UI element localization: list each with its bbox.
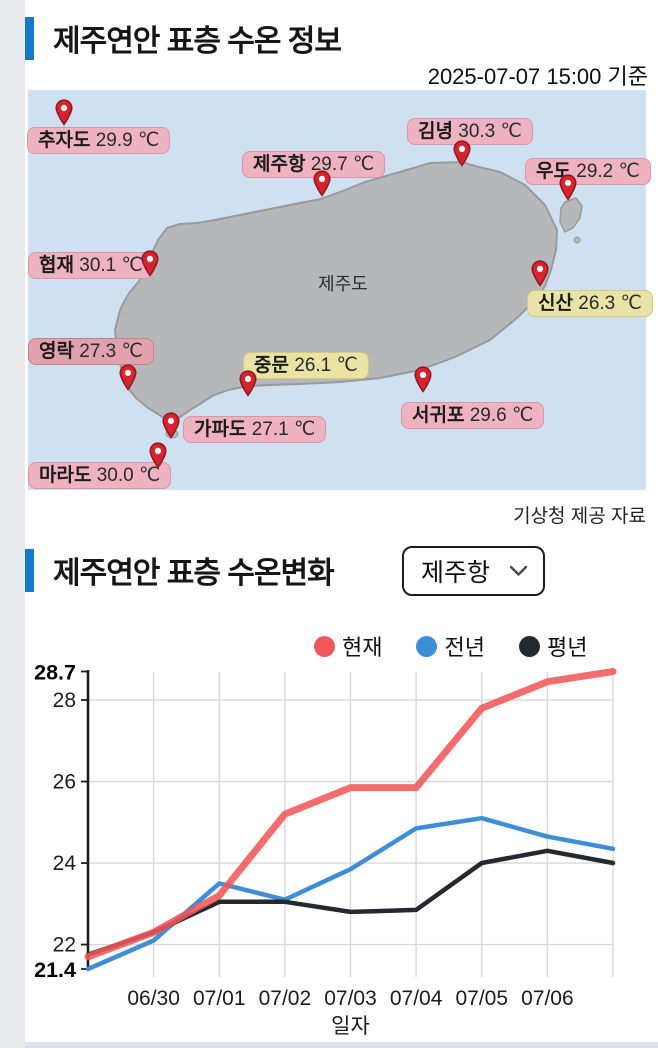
station-select-value: 제주항 bbox=[421, 559, 491, 587]
axis-label: 26 bbox=[53, 771, 76, 794]
section1-title: 제주연안 표층 수온 정보 bbox=[53, 25, 342, 58]
axis-label: 22 bbox=[53, 934, 76, 957]
jeju-map: 제주도 추자도 29.9 ℃ 김녕 30.3 ℃ 제주항 29.7 ℃ 우도 29.2… bbox=[27, 90, 653, 490]
map-pin-icon bbox=[149, 442, 167, 469]
axis-label: 06/30 bbox=[127, 987, 180, 1010]
legend-dot-icon bbox=[314, 635, 335, 657]
axis-label: 07/04 bbox=[390, 987, 443, 1010]
station-label: 서귀포 29.6 ℃ bbox=[401, 402, 545, 429]
legend-item: 현재 bbox=[314, 630, 382, 662]
station-label: 가파도 27.1 ℃ bbox=[183, 416, 327, 443]
left-gutter bbox=[0, 0, 25, 1048]
chevron-down-icon bbox=[509, 565, 528, 576]
bottom-strip bbox=[25, 1042, 658, 1048]
legend-label: 평년 bbox=[546, 635, 588, 660]
axis-label: 21.4 bbox=[34, 958, 76, 982]
axis-label: 24 bbox=[53, 852, 77, 875]
islet bbox=[573, 236, 581, 244]
axis-label: 28 bbox=[53, 689, 76, 712]
axis-label: 28.7 bbox=[34, 661, 76, 685]
map-pin-icon bbox=[313, 170, 331, 197]
station-label: 신산 26.3 ℃ bbox=[527, 290, 653, 317]
temperature-chart: 22 24 26 28 28.7 21.4 06/30 07/01 07/02 07/03 07/0… bbox=[34, 661, 617, 1038]
section1-accent-bar bbox=[25, 17, 34, 60]
axis-label: 일자 bbox=[331, 1015, 370, 1038]
map-pin-icon bbox=[162, 412, 180, 439]
chart-legend: 현재 전년 평년 bbox=[314, 630, 587, 662]
legend-item: 전년 bbox=[416, 630, 485, 662]
station-label: 추자도 29.9 ℃ bbox=[27, 127, 171, 154]
axis-label: 07/03 bbox=[324, 987, 377, 1010]
source-note: 기상청 제공 자료 bbox=[513, 506, 646, 527]
station-label: 중문 26.1 ℃ bbox=[243, 352, 369, 379]
station-select[interactable]: 제주항 bbox=[402, 546, 545, 596]
timestamp: 2025-07-07 15:00 기준 bbox=[427, 64, 648, 89]
section2-accent-bar bbox=[25, 549, 34, 592]
legend-item: 평년 bbox=[518, 630, 588, 662]
station-label: 마라도 30.0 ℃ bbox=[28, 462, 172, 489]
station-label: 영락 27.3 ℃ bbox=[28, 338, 154, 365]
jeju-island-map-svg: 제주도 bbox=[114, 161, 583, 470]
map-pin-icon bbox=[55, 99, 73, 126]
axis-label: 07/06 bbox=[521, 987, 574, 1010]
station-label: 협재 30.1 ℃ bbox=[28, 252, 154, 279]
axis-label: 07/02 bbox=[259, 987, 312, 1010]
map-pin-icon bbox=[119, 364, 137, 391]
map-pin-icon bbox=[239, 370, 257, 397]
legend-dot-icon bbox=[518, 635, 540, 657]
station-label: 김녕 30.3 ℃ bbox=[407, 118, 533, 145]
legend-dot-icon bbox=[416, 635, 438, 657]
axis-label: 07/05 bbox=[455, 987, 508, 1010]
axis-label: 07/01 bbox=[193, 987, 246, 1010]
legend-label: 현재 bbox=[342, 635, 383, 660]
map-pin-icon bbox=[559, 174, 577, 201]
legend-label: 전년 bbox=[444, 635, 485, 660]
station-label: 우도 29.2 ℃ bbox=[525, 158, 651, 185]
island-label: 제주도 bbox=[318, 274, 368, 294]
map-pin-icon bbox=[531, 260, 549, 287]
section2-title: 제주연안 표층 수온변화 bbox=[53, 557, 335, 590]
udo-island-shape bbox=[559, 197, 583, 233]
map-pin-icon bbox=[414, 366, 432, 393]
series-line-현재 bbox=[84, 668, 617, 961]
map-pin-icon bbox=[141, 250, 159, 277]
map-pin-icon bbox=[453, 140, 471, 167]
